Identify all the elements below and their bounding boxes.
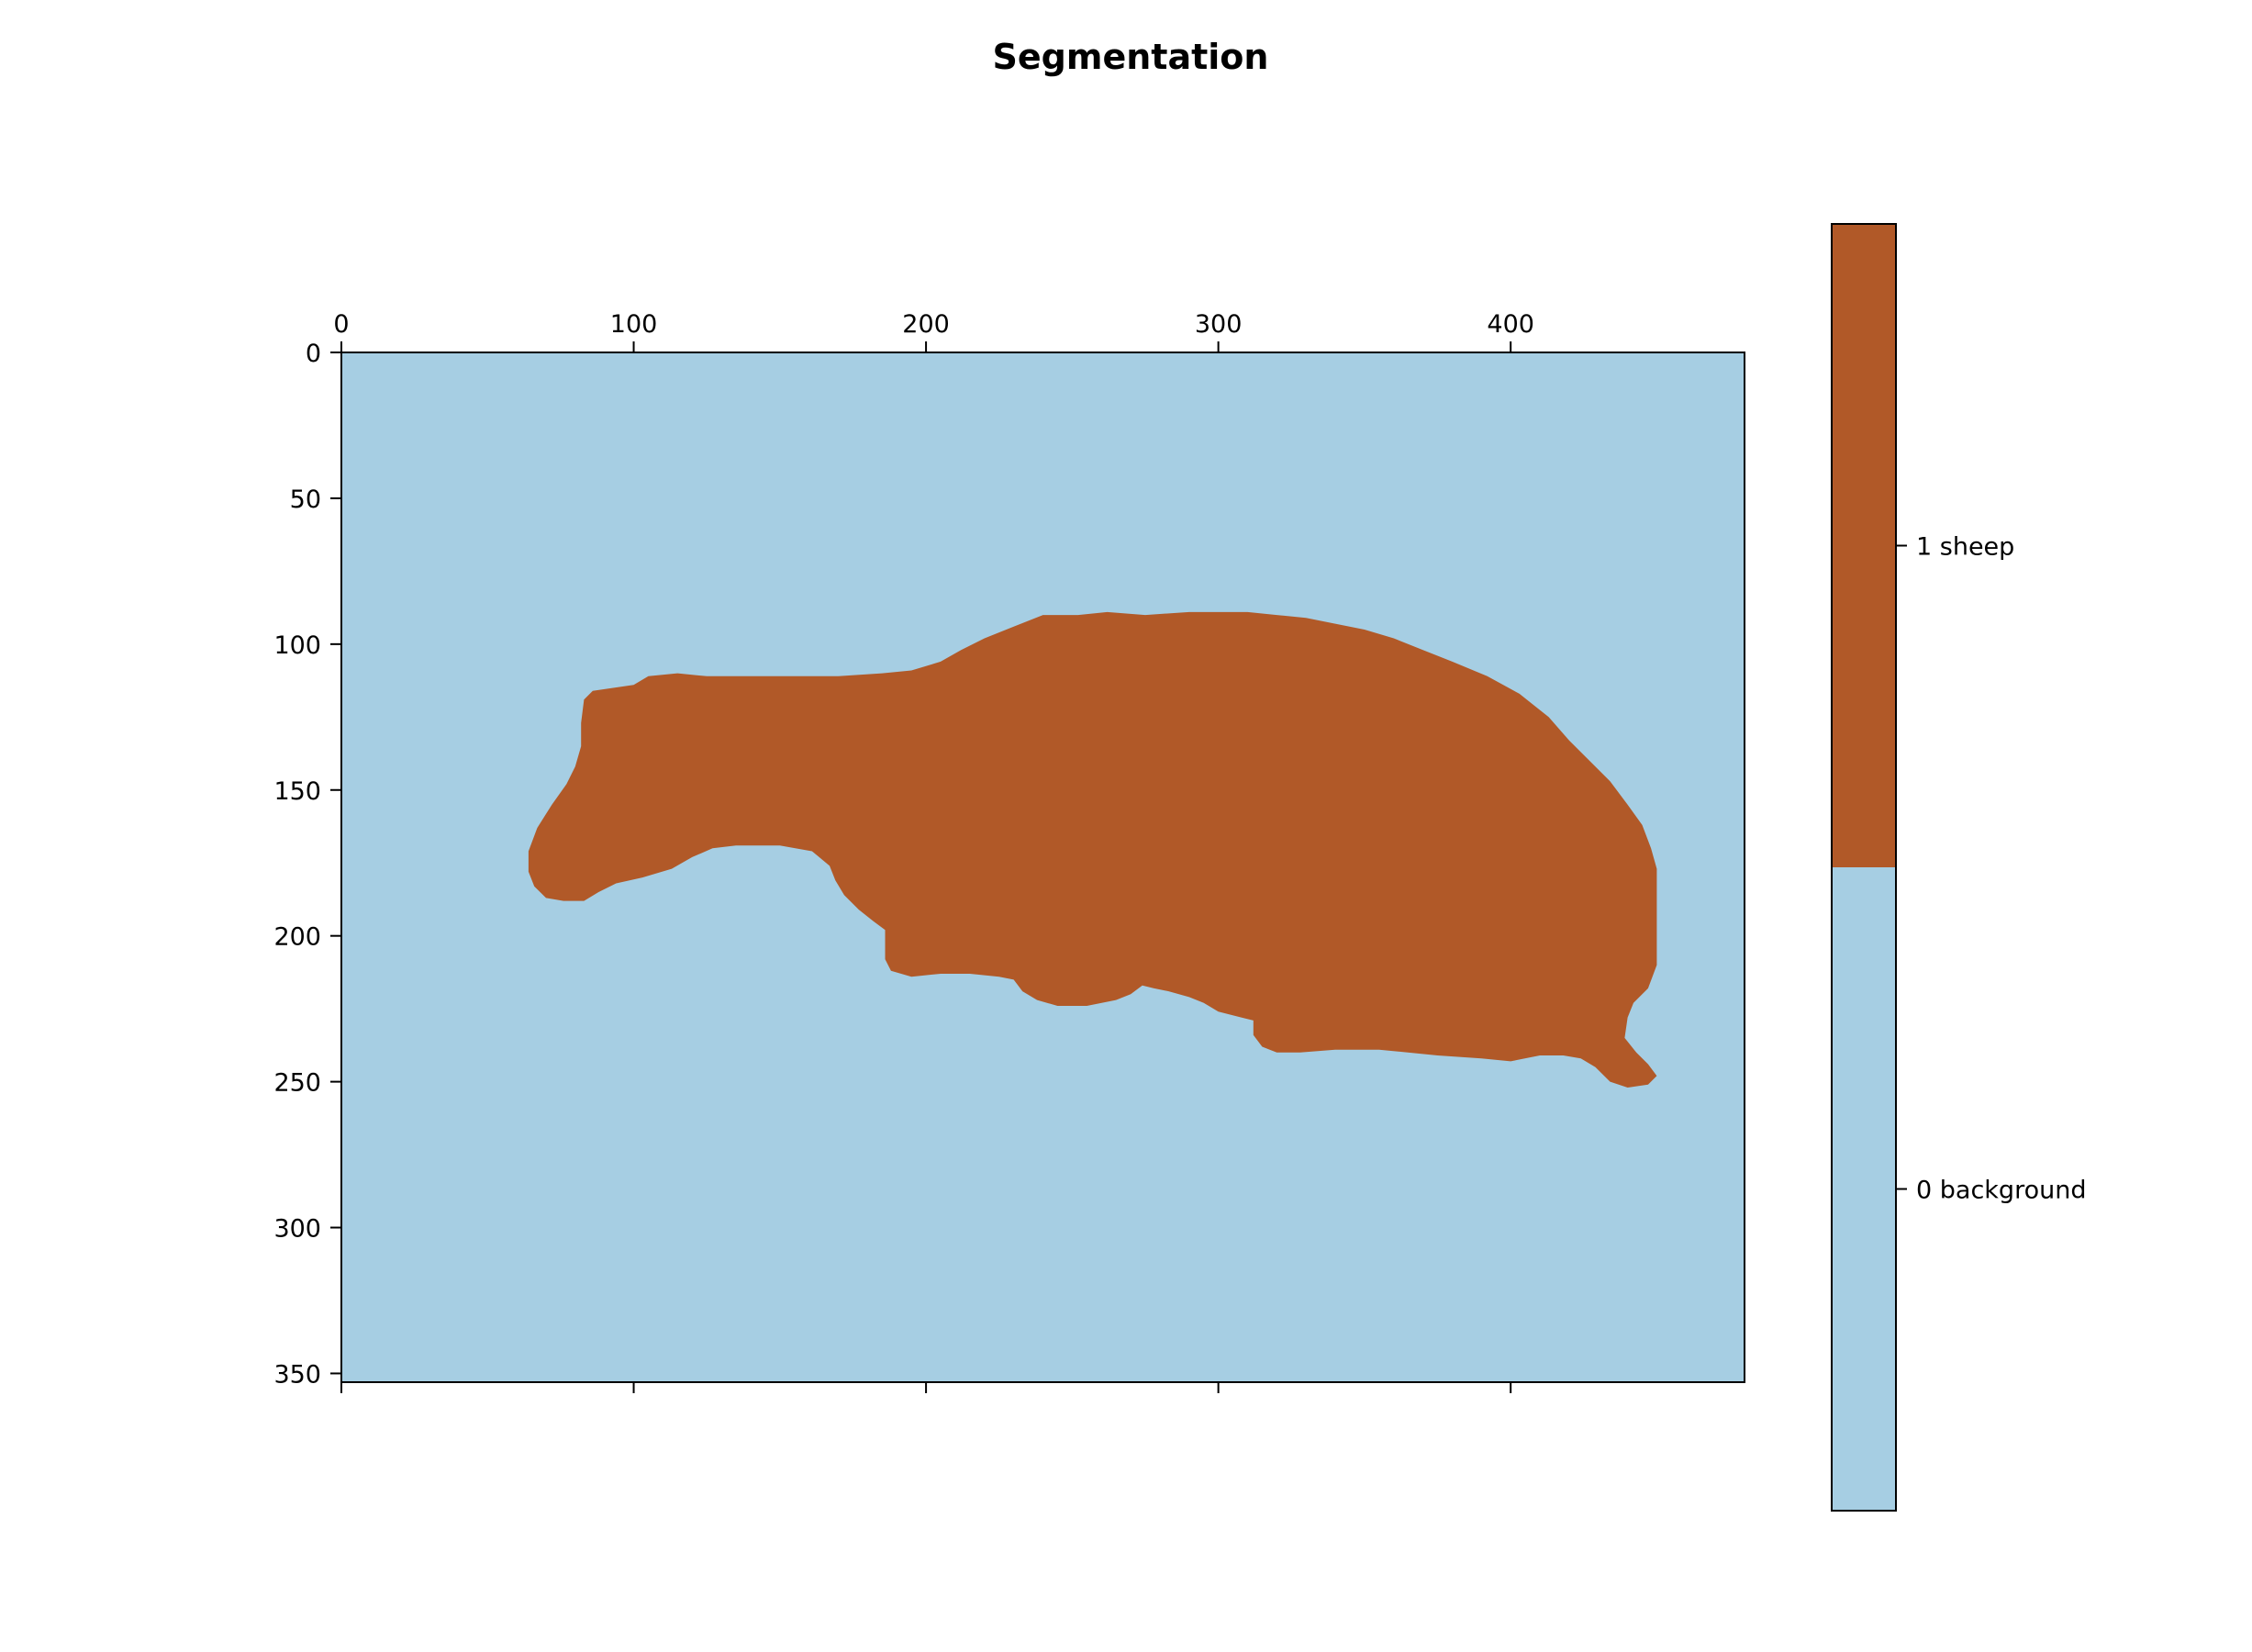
segmentation-regions bbox=[528, 611, 1657, 1088]
y-tick-label: 50 bbox=[290, 486, 321, 514]
x-tick-label: 400 bbox=[1487, 310, 1534, 339]
y-tick-label: 100 bbox=[273, 631, 321, 660]
colorbar: 0 background 1 sheep bbox=[1831, 223, 2086, 1512]
x-tick-label: 100 bbox=[610, 310, 658, 339]
colorbar-segment-1 bbox=[1832, 224, 1896, 867]
x-tick-label: 0 bbox=[333, 310, 349, 339]
chart-title: Segmentation bbox=[993, 37, 1269, 77]
y-tick-label: 150 bbox=[273, 777, 321, 806]
colorbar-tick-label: 0 background bbox=[1916, 1177, 2086, 1205]
colorbar-segment-0 bbox=[1832, 867, 1896, 1511]
image-panel bbox=[340, 352, 1745, 1383]
y-axis-ticks: 0 50 100 150 200 250 300 350 bbox=[273, 340, 341, 1389]
x-tick-label: 200 bbox=[902, 310, 950, 339]
y-tick-label: 350 bbox=[273, 1360, 321, 1389]
x-axis-ticks: 0 100 200 300 400 bbox=[333, 310, 1534, 1393]
y-tick-label: 0 bbox=[306, 340, 321, 368]
colorbar-tick-label: 1 sheep bbox=[1916, 533, 2014, 562]
region-sheep bbox=[528, 611, 1657, 1088]
y-tick-label: 200 bbox=[273, 923, 321, 952]
x-tick-label: 300 bbox=[1195, 310, 1243, 339]
axes-frame bbox=[340, 352, 1745, 1383]
colorbar-frame bbox=[1831, 223, 1897, 1512]
y-tick-label: 300 bbox=[273, 1215, 321, 1244]
y-tick-label: 250 bbox=[273, 1069, 321, 1098]
